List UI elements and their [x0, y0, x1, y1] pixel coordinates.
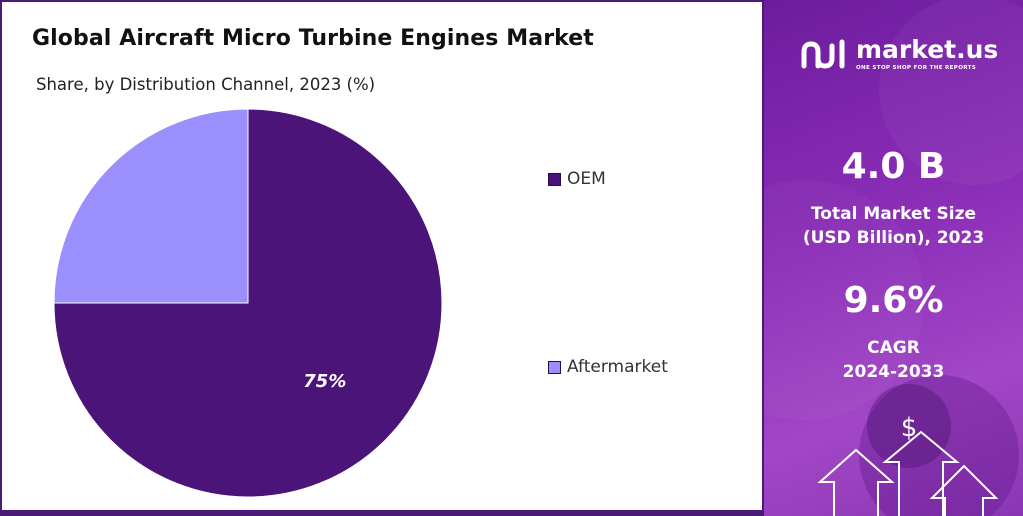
- pie-chart: 75%: [53, 108, 443, 498]
- pie-slice-aftermarket: [53, 108, 249, 304]
- chart-subtitle: Share, by Distribution Channel, 2023 (%): [36, 75, 376, 94]
- cagr-label: CAGR: [867, 338, 920, 358]
- market-size-value: 4.0 B: [841, 146, 946, 187]
- brand-tagline: ONE STOP SHOP FOR THE REPORTS: [856, 65, 977, 71]
- pie-slice-oem: [53, 108, 443, 498]
- dollar-sign: $: [901, 413, 918, 443]
- growth-arrows-icon: $: [817, 384, 999, 516]
- market-size-label-2: (USD Billion), 2023: [802, 228, 985, 248]
- market-us-logo-icon: [801, 39, 845, 69]
- bottom-border: [0, 512, 764, 516]
- legend-item-oem: OEM: [548, 169, 606, 189]
- legend-item-aftermarket: Aftermarket: [548, 357, 668, 377]
- brand-logo: market.us ONE STOP SHOP FOR THE REPORTS: [800, 36, 998, 72]
- slice-label-oem: 75%: [303, 371, 346, 392]
- cagr-value: 9.6%: [843, 280, 944, 321]
- chart-title: Global Aircraft Micro Turbine Engines Ma…: [32, 26, 594, 51]
- legend-swatch: [548, 172, 561, 186]
- legend-label: Aftermarket: [567, 357, 668, 377]
- brand-name: market.us: [856, 35, 999, 64]
- cagr-period: 2024-2033: [842, 362, 945, 382]
- brand-text: market.us ONE STOP SHOP FOR THE REPORTS: [856, 35, 999, 72]
- legend-swatch: [548, 360, 561, 374]
- legend-label: OEM: [567, 169, 606, 189]
- market-size-label-1: Total Market Size: [810, 204, 977, 224]
